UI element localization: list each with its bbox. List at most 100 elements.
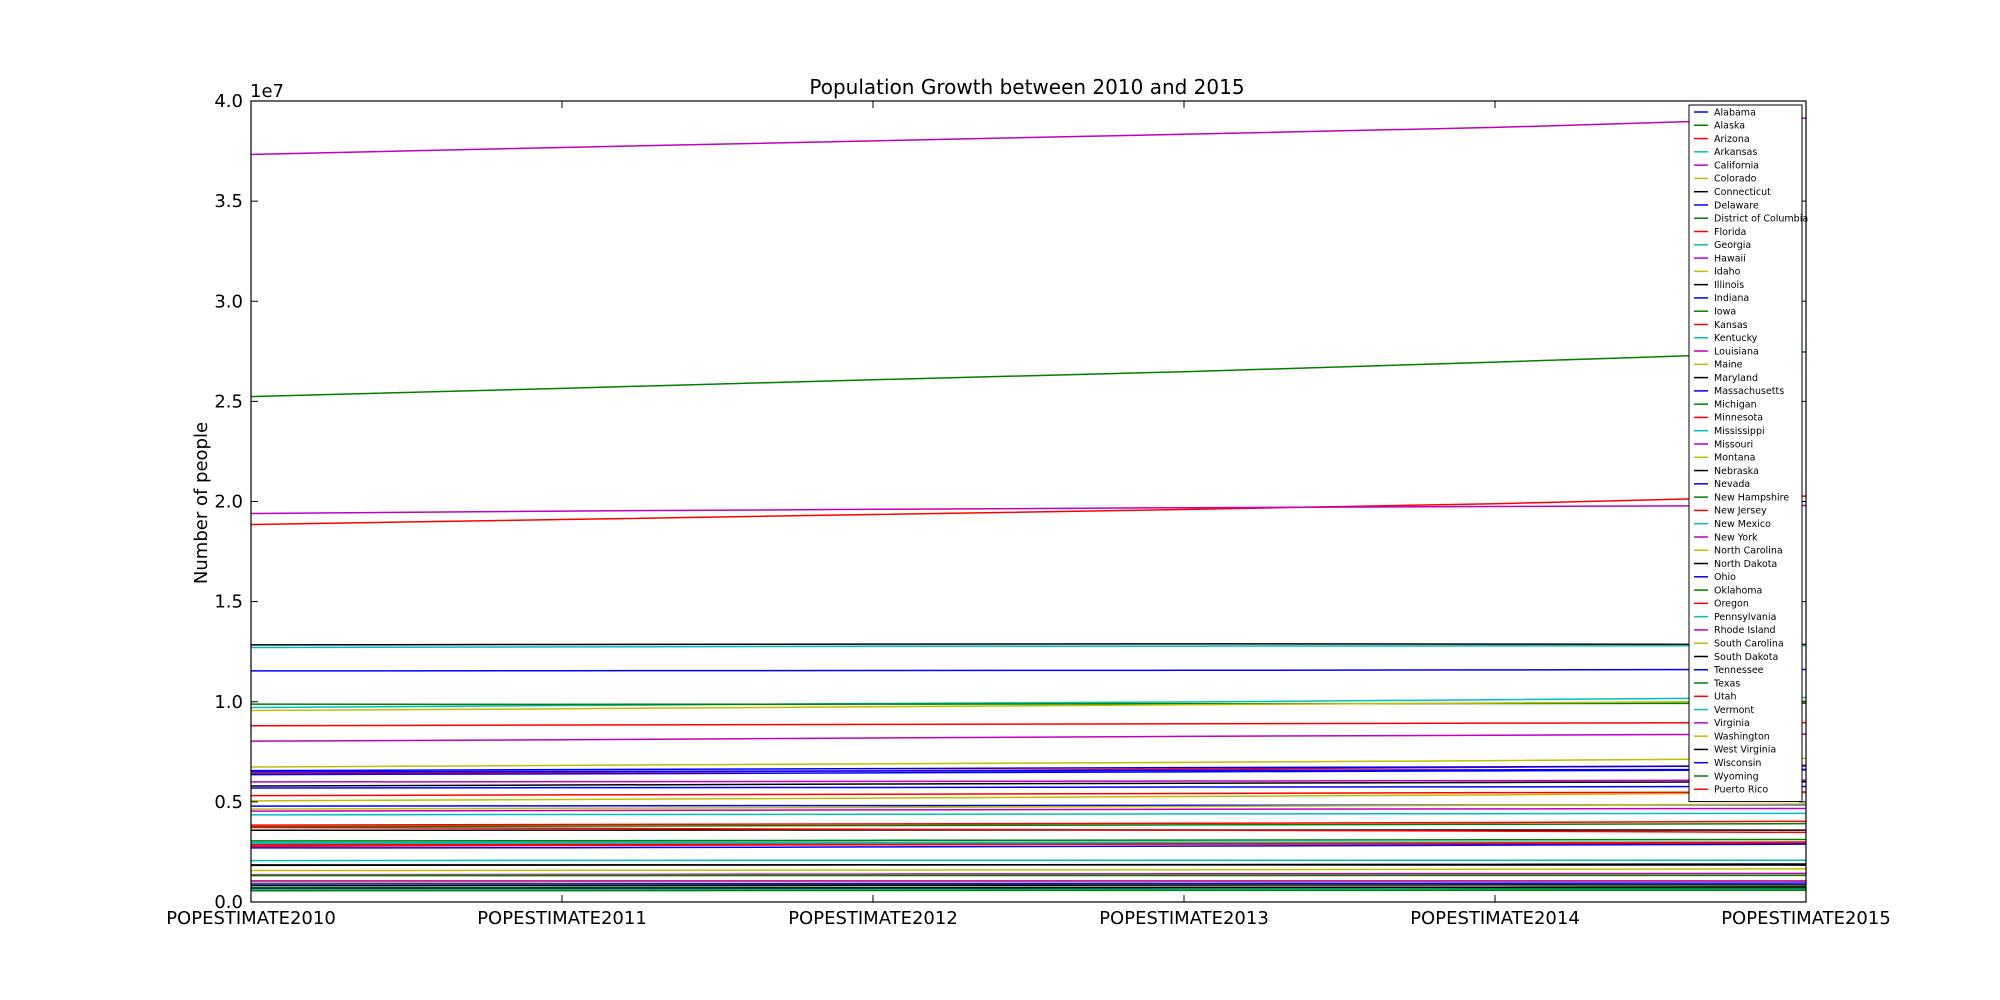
legend-label-utah: Utah (1714, 692, 1737, 703)
series-line-kentucky (250, 812, 1807, 816)
legend-label-new-jersey: New Jersey (1714, 506, 1767, 517)
series-line-georgia (250, 696, 1807, 709)
y-axis-ticks: 0.0 0.5 1.0 1.5 2.0 2.5 3.0 3.5 4.0 (214, 91, 1806, 913)
legend-label-arizona: Arizona (1714, 134, 1750, 145)
series-line-north-dakota (250, 886, 1807, 890)
legend-label-new-hampshire: New Hampshire (1714, 492, 1789, 503)
series-line-delaware (250, 882, 1807, 885)
legend-label-maine: Maine (1714, 360, 1743, 371)
series-line-louisiana (250, 807, 1807, 812)
series-line-north-carolina (250, 700, 1807, 712)
x-tick-label: POPESTIMATE2012 (788, 908, 958, 929)
legend-label-maryland: Maryland (1714, 373, 1758, 384)
series-line-california (250, 117, 1807, 156)
legend-label-ohio: Ohio (1714, 572, 1736, 583)
legend-label-puerto-rico: Puerto Rico (1714, 785, 1768, 796)
legend-label-north-carolina: North Carolina (1714, 546, 1783, 557)
y-tick-label: 0.0 (214, 892, 243, 913)
series-line-minnesota (250, 791, 1807, 797)
legend-label-washington: Washington (1714, 731, 1770, 742)
legend-label-colorado: Colorado (1714, 174, 1757, 185)
legend-label-new-mexico: New Mexico (1714, 519, 1771, 530)
legend-label-alabama: Alabama (1714, 107, 1756, 118)
x-tick-label: POPESTIMATE2015 (1721, 908, 1891, 929)
series-line-massachusetts (250, 765, 1807, 772)
legend-label-indiana: Indiana (1714, 293, 1749, 304)
legend-label-idaho: Idaho (1714, 267, 1741, 278)
legend-box (1688, 104, 1803, 803)
legend-label-oklahoma: Oklahoma (1714, 585, 1762, 596)
legend-label-virginia: Virginia (1714, 718, 1750, 729)
series-line-south-carolina (250, 803, 1807, 810)
legend-label-delaware: Delaware (1714, 200, 1759, 211)
legend-label-connecticut: Connecticut (1714, 187, 1771, 198)
legend-label-florida: Florida (1714, 227, 1746, 238)
legend-label-north-dakota: North Dakota (1714, 559, 1777, 570)
legend-label-wyoming: Wyoming (1714, 771, 1759, 782)
legend-label-montana: Montana (1714, 453, 1755, 464)
legend-label-louisiana: Louisiana (1714, 346, 1759, 357)
series-line-maryland (250, 780, 1807, 787)
series-line-pennsylvania (250, 644, 1807, 649)
legend-label-kansas: Kansas (1714, 320, 1748, 331)
series-line-ohio (250, 668, 1807, 672)
legend-label-georgia: Georgia (1714, 240, 1751, 251)
series-line-missouri (250, 779, 1807, 783)
x-tick-label: POPESTIMATE2010 (166, 908, 336, 929)
legend-label-rhode-island: Rhode Island (1714, 625, 1776, 636)
legend-label-vermont: Vermont (1714, 705, 1754, 716)
y-tick-label: 1.5 (214, 592, 243, 613)
series-line-illinois (250, 643, 1807, 646)
legend: Alabama Alaska Arizona Arkansas California Co… (1688, 104, 1808, 803)
legend-label-district-of-columbia: District of Columbia (1714, 214, 1808, 225)
legend-label-missouri: Missouri (1714, 439, 1753, 450)
legend-label-nevada: Nevada (1714, 479, 1750, 490)
plot-lines (250, 117, 1807, 892)
y-tick-label: 2.0 (214, 492, 243, 513)
legend-label-south-carolina: South Carolina (1714, 639, 1784, 650)
legend-label-nebraska: Nebraska (1714, 466, 1759, 477)
y-axis-label: Number of people (191, 422, 212, 584)
series-line-south-dakota (250, 884, 1807, 887)
y-tick-label: 3.5 (214, 191, 243, 212)
legend-label-pennsylvania: Pennsylvania (1714, 612, 1776, 623)
legend-label-alaska: Alaska (1714, 121, 1745, 132)
legend-label-hawaii: Hawaii (1714, 253, 1746, 264)
y-tick-label: 2.5 (214, 391, 243, 412)
series-line-michigan (250, 702, 1807, 706)
y-tick-label: 3.0 (214, 291, 243, 312)
legend-label-arkansas: Arkansas (1714, 147, 1757, 158)
legend-label-west-virginia: West Virginia (1714, 745, 1776, 756)
series-line-colorado (250, 791, 1807, 802)
series-line-oregon (250, 820, 1807, 826)
series-line-new-jersey (250, 721, 1807, 727)
series-line-nevada (250, 843, 1807, 849)
series-line-tennessee (250, 769, 1807, 776)
y-axis-scale-label: 1e7 (250, 81, 284, 102)
series-line-hawaii (250, 872, 1807, 876)
legend-label-iowa: Iowa (1714, 307, 1736, 318)
legend-label-michigan: Michigan (1714, 399, 1757, 410)
legend-label-massachusetts: Massachusetts (1714, 386, 1784, 397)
y-tick-label: 4.0 (214, 91, 243, 112)
legend-label-texas: Texas (1713, 678, 1740, 689)
legend-label-new-york: New York (1714, 532, 1758, 543)
series-line-iowa (250, 838, 1807, 842)
legend-label-tennessee: Tennessee (1713, 665, 1764, 676)
x-tick-label: POPESTIMATE2013 (1099, 908, 1269, 929)
series-line-wisconsin (250, 785, 1807, 789)
series-line-virginia (250, 733, 1807, 742)
series-line-oklahoma (250, 822, 1807, 828)
legend-label-minnesota: Minnesota (1714, 413, 1763, 424)
y-tick-label: 0.5 (214, 792, 243, 813)
series-line-idaho (250, 868, 1807, 872)
legend-label-illinois: Illinois (1714, 280, 1744, 291)
x-tick-label: POPESTIMATE2011 (477, 908, 647, 929)
x-axis-ticks: POPESTIMATE2010 POPESTIMATE2011 POPESTIMAT… (166, 101, 1891, 929)
legend-label-south-dakota: South Dakota (1714, 652, 1778, 663)
legend-label-wisconsin: Wisconsin (1714, 758, 1761, 769)
series-line-utah (250, 841, 1807, 848)
series-line-new-york (250, 504, 1807, 515)
series-line-florida (250, 495, 1807, 526)
